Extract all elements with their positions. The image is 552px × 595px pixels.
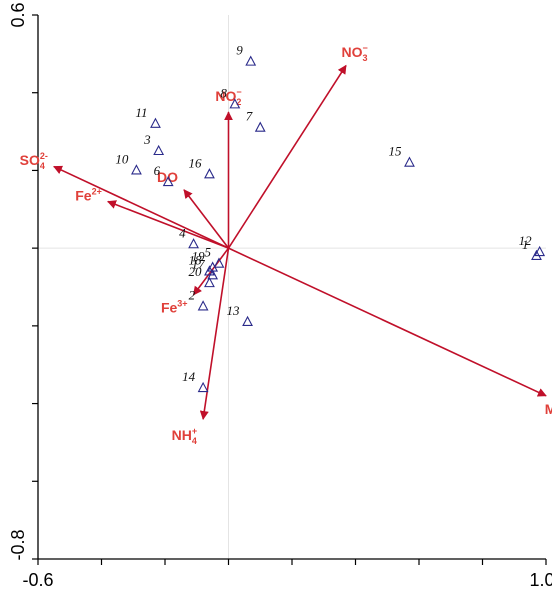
site-label: 20	[188, 264, 202, 279]
site-marker	[534, 245, 546, 257]
site-marker	[197, 381, 209, 393]
site-marker	[150, 117, 161, 128]
site-marker	[242, 315, 253, 327]
vector-arrow	[228, 247, 547, 397]
site-label: 6	[154, 163, 161, 178]
site-label: 18	[188, 252, 202, 267]
vector-label: Fe3+	[161, 299, 188, 316]
site-label: 12	[519, 233, 533, 248]
vector-label: NO2−	[215, 87, 241, 107]
site-marker	[404, 156, 415, 167]
site-marker	[153, 144, 165, 156]
vector-arrow	[227, 64, 347, 249]
site-marker	[131, 164, 142, 175]
site-label: 8	[220, 85, 227, 100]
site-label: 13	[227, 303, 241, 318]
site-marker	[188, 238, 199, 249]
y-tick-label: 0.6	[8, 2, 28, 27]
site-marker	[229, 98, 241, 109]
y-tick-label: -0.8	[8, 529, 28, 560]
x-tick-label: -0.6	[22, 570, 53, 590]
vector-label: Fe2+	[75, 187, 102, 204]
site-marker	[162, 175, 174, 187]
site-label: 14	[182, 369, 196, 384]
site-label: 15	[388, 144, 402, 159]
vector-arrow	[107, 200, 229, 249]
site-label: 11	[135, 105, 147, 120]
vector-arrow	[183, 189, 230, 249]
site-label: 10	[115, 151, 129, 166]
site-label: 2	[189, 287, 196, 302]
site-label: 3	[143, 132, 151, 147]
vector-arrow	[53, 165, 229, 249]
site-marker	[204, 276, 215, 288]
vector-label: NO3−	[341, 43, 367, 63]
site-marker	[204, 168, 215, 179]
x-tick-label: 1.0	[529, 570, 552, 590]
site-label: 9	[236, 43, 243, 58]
axes: -0.6 1.0 0.6 -0.8	[8, 2, 552, 590]
site-marker	[207, 261, 219, 272]
site-marker	[213, 257, 225, 268]
vector-label: SO42-	[20, 151, 48, 171]
site-label: 5	[204, 245, 211, 260]
vector-label: Mn2+	[545, 400, 552, 417]
site-marker	[245, 55, 257, 66]
site-label: 4	[179, 225, 186, 240]
site-label: 17	[192, 256, 206, 271]
site-label: 16	[188, 155, 202, 170]
vector-arrow	[199, 248, 230, 421]
site-marker	[254, 121, 266, 132]
vector-label: NH4+	[172, 426, 198, 446]
site-marker	[197, 300, 209, 311]
site-label: 7	[246, 109, 253, 124]
site-label: 1	[522, 237, 529, 252]
site-label: 19	[192, 249, 206, 264]
